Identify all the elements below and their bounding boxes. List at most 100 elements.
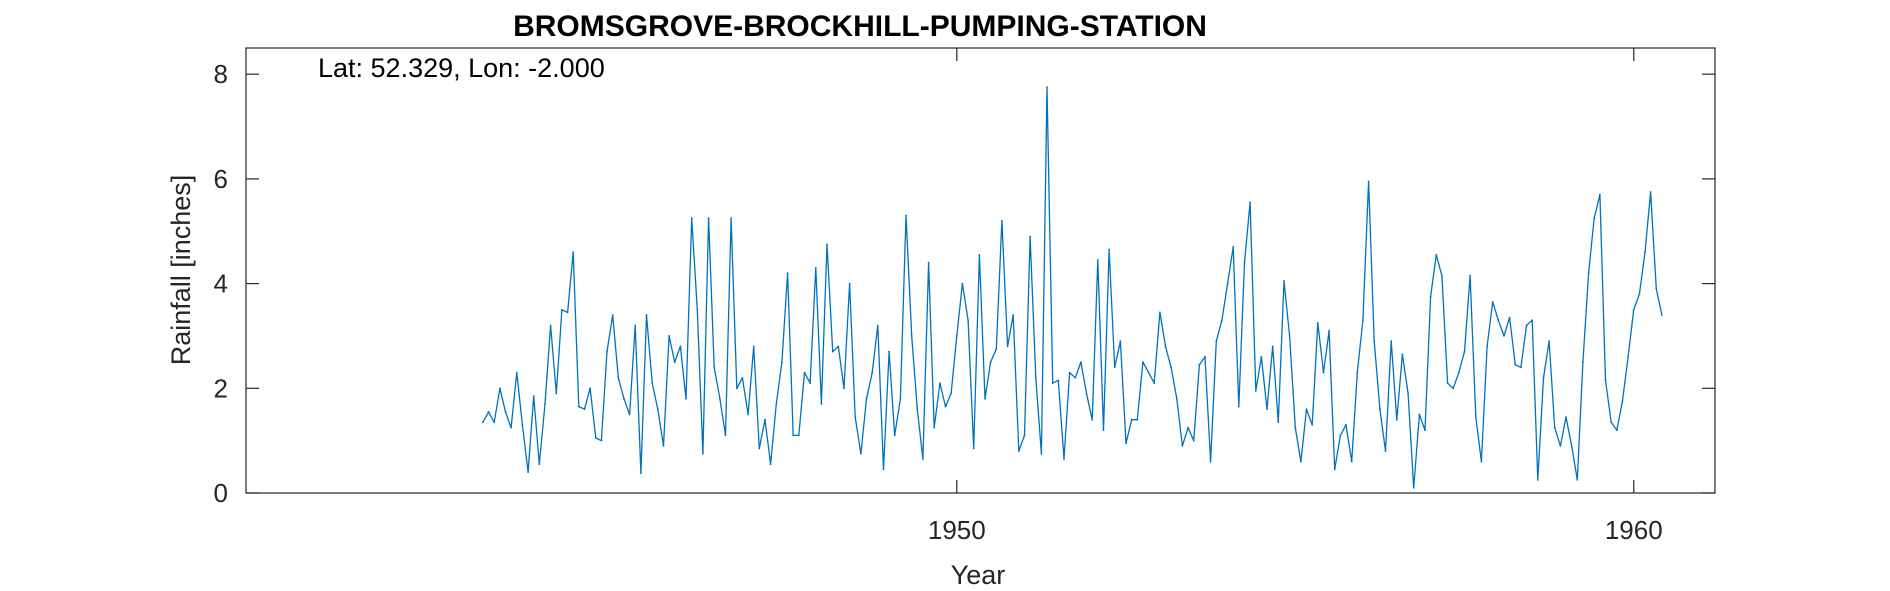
data-point [1350, 460, 1353, 463]
data-point [826, 243, 828, 246]
data-point [764, 418, 766, 421]
y-tick-label: 2 [214, 373, 228, 403]
data-point [1395, 418, 1398, 421]
data-point [944, 405, 947, 408]
x-tick-label: 1950 [928, 515, 986, 545]
y-tick-label: 0 [214, 478, 228, 508]
data-point [1237, 405, 1240, 408]
data-point [487, 411, 490, 413]
data-point [504, 411, 507, 413]
x-tick-label: 1960 [1605, 515, 1663, 545]
data-point [1040, 452, 1043, 455]
data-point [1407, 392, 1409, 395]
data-point [854, 416, 857, 418]
data-point [1401, 353, 1404, 356]
data-point [1159, 311, 1161, 314]
data-point [1288, 335, 1291, 337]
data-point [1119, 340, 1122, 343]
data-point [1627, 356, 1629, 358]
data-point [1542, 376, 1545, 379]
data-point [1271, 345, 1274, 348]
data-point [1001, 219, 1003, 222]
data-point [876, 324, 879, 327]
data-point [561, 308, 563, 311]
data-point [1536, 479, 1539, 481]
data-point [1553, 426, 1556, 429]
data-point [1243, 261, 1246, 264]
data-point [922, 458, 924, 460]
data-point [848, 282, 851, 285]
data-point [1559, 445, 1562, 447]
rainfall-series-line [482, 86, 1663, 489]
data-point [724, 434, 727, 437]
data-point [544, 403, 546, 405]
data-point [1192, 439, 1195, 442]
data-point [1068, 371, 1071, 374]
data-point [668, 335, 670, 337]
data-point [1051, 382, 1054, 384]
x-axis: 1950 1960 [928, 48, 1663, 545]
data-point [685, 397, 687, 400]
data-point [803, 371, 806, 374]
data-point [1429, 295, 1432, 298]
data-point [662, 445, 665, 447]
data-point [482, 421, 484, 424]
data-point [1333, 468, 1336, 471]
data-point [538, 463, 541, 466]
data-point [1125, 442, 1127, 445]
data-point [690, 217, 693, 220]
data-point [583, 408, 586, 411]
data-point [713, 366, 716, 369]
data-point [493, 421, 496, 424]
data-point [1209, 460, 1212, 463]
data-point [1300, 460, 1302, 463]
data-point [893, 434, 896, 437]
data-point [628, 413, 631, 416]
data-point [843, 387, 845, 390]
data-point [781, 361, 783, 363]
data-point [1644, 251, 1646, 254]
data-point [1412, 486, 1415, 489]
data-point [1384, 450, 1387, 452]
data-point [1113, 366, 1116, 369]
data-point [1130, 418, 1133, 421]
data-point [1565, 416, 1567, 418]
data-point [645, 314, 648, 316]
data-point [640, 472, 642, 474]
data-point [831, 350, 834, 353]
y-tick-label: 4 [214, 269, 228, 299]
data-point [1305, 408, 1308, 411]
y-tick-label: 6 [214, 164, 228, 194]
data-point [1457, 371, 1460, 374]
data-point [1254, 390, 1257, 392]
data-point [797, 434, 800, 437]
data-point [1548, 340, 1550, 343]
data-point [1164, 345, 1167, 348]
data-point [577, 405, 580, 408]
data-point [1147, 371, 1150, 374]
data-point [1170, 366, 1172, 369]
data-point [572, 251, 575, 254]
data-point [1503, 335, 1505, 337]
data-point [719, 397, 721, 400]
data-point [1266, 408, 1268, 411]
data-point [1514, 363, 1517, 366]
data-point [1632, 308, 1635, 311]
data-point [905, 214, 907, 217]
data-point [1181, 445, 1184, 447]
data-point [809, 382, 811, 384]
data-point [566, 311, 569, 314]
data-point [1091, 418, 1094, 421]
data-point [1136, 418, 1139, 421]
data-point [1362, 319, 1364, 322]
y-axis-label: Rainfall [inches] [166, 175, 196, 366]
data-point [1311, 424, 1314, 426]
y-axis: 0 2 4 6 8 [214, 59, 1715, 508]
data-point [1446, 382, 1449, 384]
data-point [1615, 429, 1618, 432]
data-point [1441, 274, 1443, 277]
data-point [499, 387, 501, 390]
y-tick-label: 8 [214, 59, 228, 89]
data-point [910, 335, 913, 337]
